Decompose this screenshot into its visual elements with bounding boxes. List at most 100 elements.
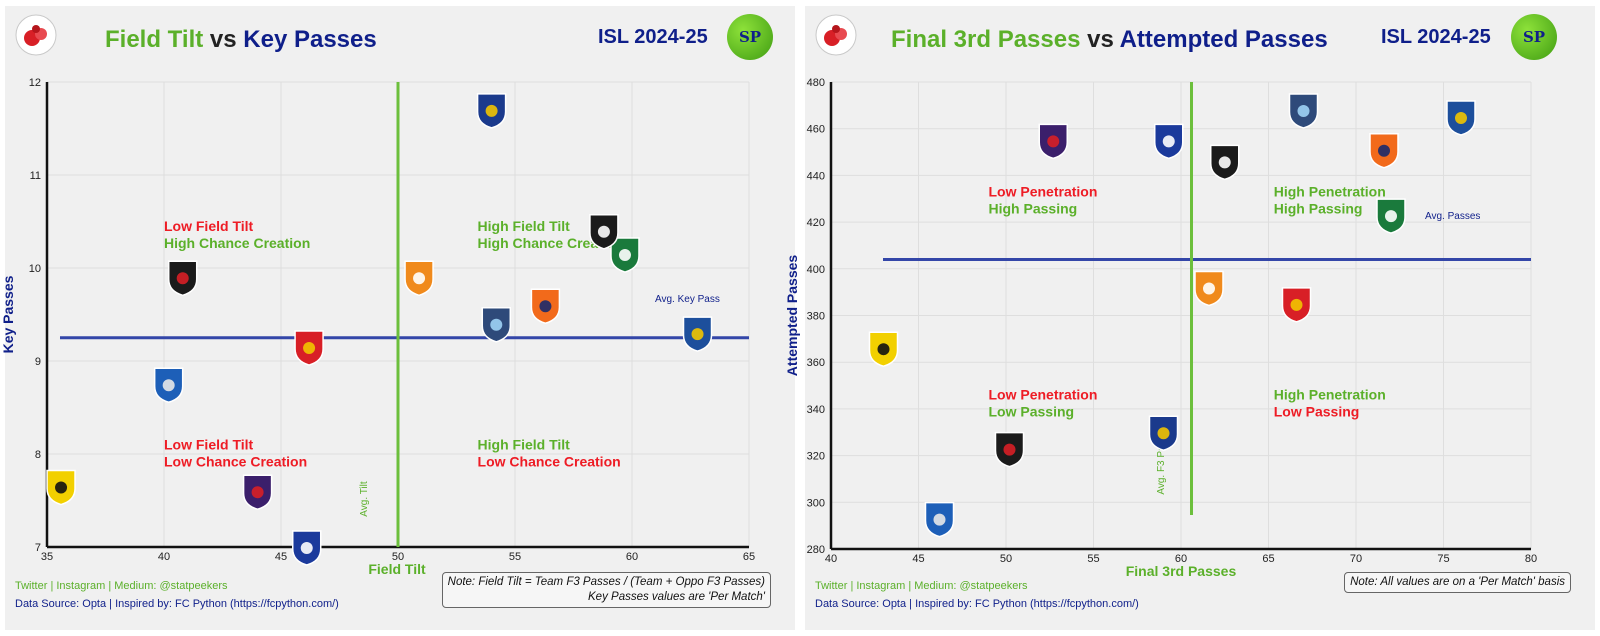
- y-tick-label: 280: [807, 544, 825, 556]
- quadrant-label-line2: High Chance Creation: [478, 235, 624, 251]
- x-tick-label: 40: [825, 553, 837, 565]
- average-y-label: Avg. Passes: [1425, 211, 1480, 222]
- team-crest-emblem: [597, 225, 610, 238]
- team-crest-emblem: [539, 300, 552, 313]
- team-marker: East Bengal: [1281, 287, 1312, 323]
- x-tick-label: 45: [912, 553, 924, 565]
- y-tick-label: 12: [29, 77, 41, 89]
- title-vs: vs: [209, 26, 237, 53]
- team-marker: Chennaiyin FC: [476, 93, 507, 129]
- team-crest-emblem: [1455, 112, 1467, 125]
- y-tick-label: 420: [807, 217, 825, 229]
- team-marker: Jamshedpur FC: [924, 501, 955, 538]
- quadrant-label-line2: Low Chance Creation: [478, 453, 621, 469]
- team-marker: Mohammedan SC: [1210, 144, 1240, 181]
- note-line-1: Note: All values are on a 'Per Match' ba…: [1350, 576, 1565, 588]
- y-tick-label: 480: [807, 77, 825, 89]
- team-marker: Hyderabad FC: [868, 331, 899, 367]
- y-tick-label: 340: [807, 404, 825, 416]
- scatter-plot-right: 40 45 50 55 60 65 70 75 80 280 300 320 340 360 380 400 4…: [784, 77, 1537, 579]
- y-tick-label: 400: [807, 264, 825, 276]
- note-line-2: Key Passes values are 'Per Match': [588, 591, 765, 603]
- quadrant-label-line2: Low Chance Creation: [164, 453, 307, 469]
- team-crest-emblem: [162, 379, 175, 392]
- quadrant-label-line2: Low Passing: [1274, 404, 1360, 420]
- title-metric-y: Key Passes: [243, 26, 377, 53]
- team-crest-emblem: [485, 104, 498, 117]
- chart-note: Note: All values are on a 'Per Match' ba…: [1344, 572, 1571, 593]
- team-marker: Chennaiyin FC: [1148, 415, 1179, 452]
- chart-panel-field-tilt: Field Tilt vs Key Passes ISL 2024-25 SP …: [0, 6, 795, 630]
- team-marker: Mumbai City: [1288, 93, 1319, 129]
- note-line-1: Note: Field Tilt = Team F3 Passes / (Tea…: [447, 576, 765, 588]
- x-tick-label: 55: [509, 551, 521, 563]
- y-tick-label: 320: [807, 451, 825, 463]
- team-marker: Mumbai City: [481, 307, 512, 343]
- team-marker: FC Goa: [530, 288, 561, 324]
- team-crest-emblem: [1290, 298, 1303, 311]
- y-tick-label: 10: [29, 263, 41, 275]
- team-crest-emblem: [1218, 156, 1231, 169]
- quadrant-label-line1: Low Field Tilt: [164, 436, 254, 452]
- quadrant-label-line1: High Penetration: [1274, 387, 1386, 403]
- x-tick-label: 45: [275, 551, 287, 563]
- y-tick-label: 7: [35, 542, 41, 554]
- x-tick-label: 70: [1350, 553, 1362, 565]
- team-marker: East Bengal: [294, 330, 324, 366]
- x-tick-label: 80: [1525, 553, 1537, 565]
- chart-panel-final-third: Final 3rd Passes vs Attempted Passes ISL…: [784, 6, 1595, 630]
- quadrant-label-line2: High Passing: [989, 200, 1078, 216]
- team-marker: Mohun Bagan SG: [610, 237, 640, 273]
- quadrant-label-line2: High Passing: [1274, 200, 1363, 216]
- team-crest-emblem: [413, 272, 426, 285]
- quadrant-label-line1: High Field Tilt: [478, 436, 571, 452]
- x-axis-label: Field Tilt: [368, 561, 426, 577]
- x-tick-label: 50: [1000, 553, 1012, 565]
- chart-title: Field Tilt vs Key Passes: [105, 26, 377, 54]
- title-metric-x: Field Tilt: [105, 26, 204, 53]
- team-marker: Kerala Blasters: [1446, 100, 1476, 136]
- season-label: ISL 2024-25: [598, 26, 708, 48]
- team-crest-emblem: [933, 513, 946, 526]
- statpeekers-badge: SP: [1511, 14, 1557, 60]
- team-crest-emblem: [1385, 210, 1397, 223]
- team-marker: Hyderabad FC: [46, 469, 76, 506]
- title-vs: vs: [1087, 26, 1114, 53]
- footer-source: Data Source: Opta | Inspired by: FC Pyth…: [15, 598, 339, 610]
- team-crest-emblem: [303, 342, 316, 355]
- y-tick-label: 11: [30, 170, 41, 182]
- team-crest-emblem: [1047, 135, 1060, 148]
- statpeekers-badge: SP: [727, 14, 773, 60]
- team-crest-emblem: [691, 328, 704, 341]
- quadrant-label-line1: Low Penetration: [989, 387, 1098, 403]
- x-tick-label: 55: [1087, 553, 1099, 565]
- isl-logo-icon: [15, 14, 57, 56]
- isl-logo-icon: [815, 14, 857, 56]
- team-marker: Punjab FC: [404, 260, 434, 297]
- team-crest-emblem: [300, 542, 313, 554]
- x-tick-label: 60: [1175, 553, 1187, 565]
- y-tick-label: 300: [807, 497, 825, 509]
- quadrant-label-line1: High Field Tilt: [478, 218, 571, 234]
- team-crest-emblem: [55, 481, 68, 494]
- y-tick-label: 8: [35, 449, 41, 461]
- team-marker: NorthEast United: [994, 431, 1025, 468]
- team-marker: FC Goa: [1369, 132, 1399, 169]
- y-tick-label: 9: [35, 356, 41, 368]
- title-metric-y: Attempted Passes: [1119, 26, 1328, 53]
- quadrant-label-line1: Low Penetration: [989, 183, 1098, 199]
- chart-note: Note: Field Tilt = Team F3 Passes / (Tea…: [441, 572, 771, 608]
- y-axis-label: Attempted Passes: [784, 255, 800, 377]
- quadrant-label-line1: Low Field Tilt: [164, 218, 254, 234]
- team-marker: Odisha FC: [242, 474, 273, 510]
- chart-title: Final 3rd Passes vs Attempted Passes: [891, 26, 1328, 54]
- x-tick-label: 35: [41, 551, 53, 563]
- team-crest-emblem: [1297, 105, 1310, 118]
- team-crest-emblem: [1162, 135, 1175, 148]
- quadrant-label-line2: Low Passing: [989, 404, 1075, 420]
- quadrant-label-line2: High Chance Creation: [164, 235, 310, 251]
- quadrant-label-line1: High Penetration: [1274, 183, 1386, 199]
- team-crest-emblem: [251, 486, 264, 499]
- footer-social: Twitter | Instagram | Medium: @statpeeke…: [15, 580, 228, 592]
- team-crest-emblem: [618, 249, 631, 262]
